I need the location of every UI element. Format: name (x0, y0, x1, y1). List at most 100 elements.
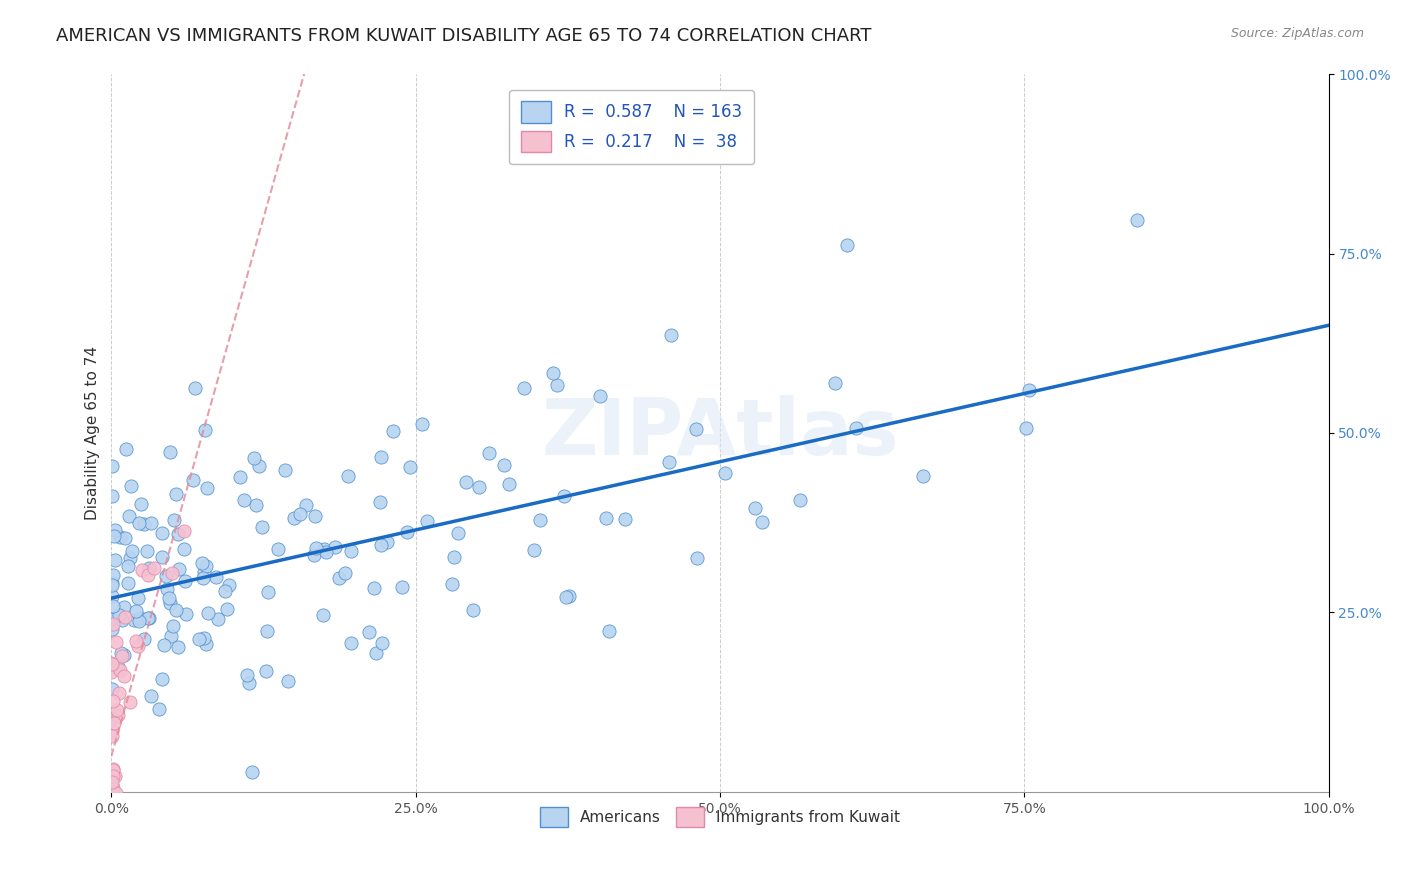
Point (125, 634, 148, 648)
Point (273, 463, 295, 477)
Point (125, 604, 148, 618)
Point (114, 531, 136, 545)
Point (103, 715, 125, 730)
Point (101, 762, 124, 776)
Point (312, 608, 335, 623)
Point (370, 538, 392, 552)
Point (205, 569, 228, 583)
Point (396, 524, 419, 539)
Point (167, 640, 190, 654)
Point (541, 366, 564, 380)
Point (411, 417, 433, 431)
Point (337, 469, 360, 483)
Point (370, 636, 392, 650)
Point (112, 648, 135, 662)
Point (100, 665, 122, 680)
Point (103, 769, 125, 783)
Point (165, 602, 187, 616)
Point (101, 711, 124, 725)
Point (218, 577, 240, 591)
Point (162, 618, 184, 632)
Point (529, 512, 551, 526)
Point (824, 376, 846, 390)
Point (118, 695, 141, 709)
Point (138, 561, 160, 575)
Point (215, 601, 238, 615)
Point (167, 562, 190, 576)
Point (193, 632, 215, 646)
Point (129, 611, 152, 625)
Point (912, 468, 935, 483)
Point (257, 585, 280, 599)
Point (686, 550, 709, 565)
Point (468, 480, 491, 494)
Point (143, 561, 166, 575)
Point (232, 493, 254, 508)
Point (214, 584, 236, 599)
Point (193, 566, 215, 580)
Point (370, 450, 392, 464)
Point (513, 381, 536, 395)
Point (136, 611, 159, 625)
Point (441, 577, 464, 591)
Point (114, 609, 136, 624)
Point (110, 530, 132, 544)
Point (835, 238, 858, 252)
Point (100, 723, 122, 738)
Point (195, 559, 218, 574)
Point (155, 568, 177, 582)
Point (101, 681, 124, 696)
Point (558, 590, 581, 604)
Point (398, 459, 420, 474)
Point (197, 606, 219, 620)
Point (368, 495, 391, 509)
Point (443, 550, 465, 565)
Point (162, 566, 184, 581)
Point (751, 516, 773, 530)
Point (844, 420, 866, 434)
Point (252, 520, 274, 534)
Point (163, 513, 186, 527)
Point (150, 549, 173, 564)
Point (127, 640, 149, 654)
Point (744, 501, 766, 516)
Point (104, 553, 127, 567)
Point (101, 694, 124, 708)
Point (523, 543, 546, 558)
Point (498, 476, 520, 491)
Point (254, 664, 277, 678)
Point (156, 582, 179, 597)
Point (191, 571, 214, 585)
Point (554, 590, 576, 604)
Point (595, 511, 617, 525)
Point (101, 617, 124, 632)
Point (714, 467, 737, 481)
Point (415, 514, 437, 528)
Point (101, 575, 124, 590)
Point (103, 523, 125, 537)
Point (190, 556, 212, 570)
Point (104, 799, 127, 814)
Point (139, 689, 162, 703)
Point (195, 481, 218, 495)
Point (121, 544, 143, 558)
Point (357, 625, 380, 640)
Text: Source: ZipAtlas.com: Source: ZipAtlas.com (1230, 27, 1364, 40)
Point (118, 551, 141, 566)
Point (183, 381, 205, 395)
Point (100, 458, 122, 473)
Point (110, 647, 132, 661)
Point (447, 526, 470, 541)
Point (127, 591, 149, 605)
Point (492, 458, 515, 472)
Point (100, 611, 122, 625)
Point (195, 637, 218, 651)
Point (382, 424, 405, 438)
Point (100, 657, 122, 671)
Point (302, 548, 325, 562)
Point (134, 632, 156, 646)
Point (207, 612, 229, 626)
Point (108, 608, 131, 623)
Point (108, 686, 131, 700)
Point (104, 786, 127, 800)
